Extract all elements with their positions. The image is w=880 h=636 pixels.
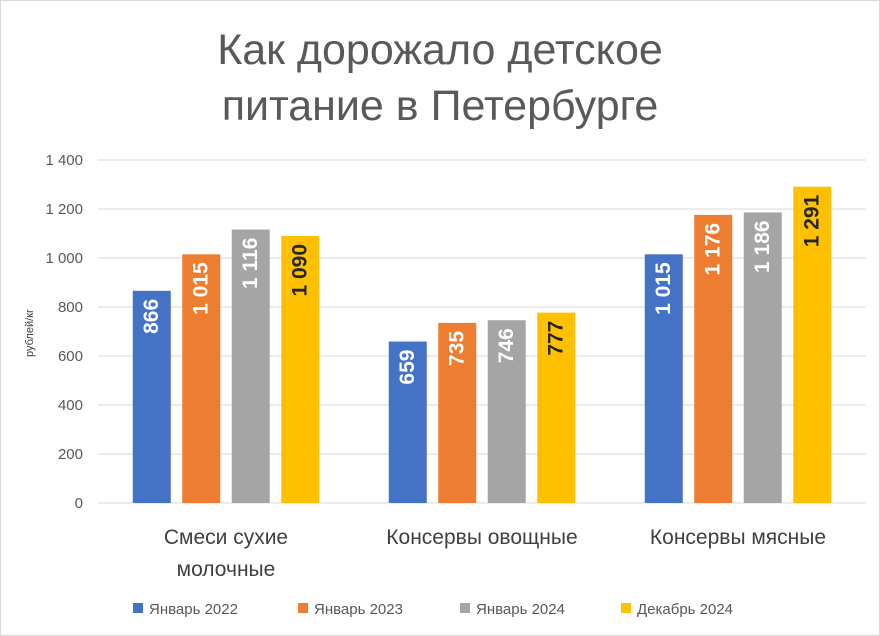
bar — [793, 186, 832, 503]
bar — [231, 229, 270, 503]
y-tick-label: 1 200 — [45, 201, 83, 218]
bar-data-label: 866 — [140, 299, 163, 334]
bar-data-label: 777 — [545, 321, 568, 356]
y-axis-label: рублей/кг — [24, 309, 36, 357]
bar-data-label: 735 — [446, 331, 469, 366]
bar-data-label: 1 291 — [801, 194, 824, 247]
legend-label: Январь 2023 — [314, 601, 403, 618]
y-tick-label: 0 — [75, 495, 83, 512]
y-tick-label: 1 000 — [45, 250, 83, 267]
legend-swatch — [460, 603, 470, 613]
legend-label: Январь 2024 — [476, 601, 565, 618]
y-tick-label: 200 — [58, 446, 83, 463]
bar — [644, 254, 683, 503]
y-tick-label: 400 — [58, 397, 83, 414]
y-tick-label: 600 — [58, 348, 83, 365]
chart-title-line-1: Как дорожало детское — [217, 26, 663, 74]
bar — [694, 214, 733, 503]
bar — [743, 212, 782, 503]
bar-data-label: 1 090 — [289, 244, 312, 297]
gridlines — [98, 159, 866, 504]
category-label: Консервы овощные — [386, 526, 577, 549]
bar — [182, 254, 221, 503]
bars — [132, 186, 832, 503]
y-tick-label: 800 — [58, 299, 83, 316]
legend-swatch — [298, 603, 308, 613]
category-label: Смеси сухие — [164, 526, 288, 549]
bar-data-label: 659 — [396, 350, 419, 385]
bar — [388, 341, 427, 503]
y-axis-tick-labels: 0 200 400 600 800 1 000 1 200 1 400 — [45, 152, 83, 512]
bar — [438, 322, 477, 503]
bar — [537, 312, 576, 503]
legend-label: Декабрь 2024 — [637, 601, 733, 618]
category-label: молочные — [177, 558, 276, 581]
y-tick-label: 1 400 — [45, 152, 83, 169]
legend: Январь 2022 Январь 2023 Январь 2024 Декабрь… — [133, 601, 733, 618]
chart-title-line-2: питание в Петербурге — [221, 82, 659, 130]
bar-data-label: 1 176 — [702, 223, 725, 276]
chart-title: Как дорожало детское питание в Петербург… — [0, 22, 880, 134]
category-label: Консервы мясные — [650, 526, 826, 549]
legend-swatch — [621, 603, 631, 613]
legend-swatch — [133, 603, 143, 613]
bar-data-label: 1 015 — [190, 262, 213, 315]
bar-data-label: 1 015 — [652, 262, 675, 315]
category-labels: Смеси сухие молочные Консервы овощные Консе… — [164, 526, 826, 581]
bar-data-label: 1 116 — [239, 238, 262, 289]
bar-data-label: 1 186 — [751, 220, 774, 273]
bar — [281, 235, 320, 503]
bar-data-label: 746 — [495, 328, 518, 363]
bar-data-labels: 866 1 015 1 116 1 090 659 735 746 777 1 015 1 176… — [140, 194, 824, 384]
bar — [132, 290, 171, 503]
legend-label: Январь 2022 — [149, 601, 238, 618]
bar — [487, 320, 526, 503]
